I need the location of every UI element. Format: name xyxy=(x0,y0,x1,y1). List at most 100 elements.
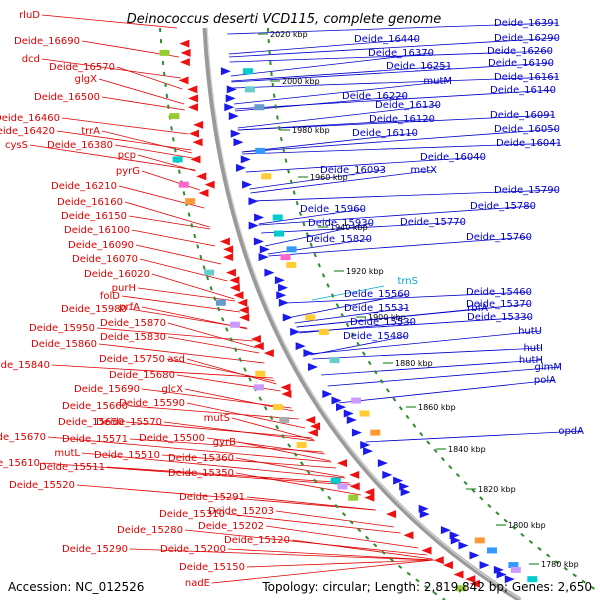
connector-deide-16440 xyxy=(228,38,419,55)
gene-label-deide-15950: Deide_15950 xyxy=(29,323,95,334)
connector-deide-15520 xyxy=(76,484,376,511)
gene-label-rbfa: rbfA xyxy=(467,303,488,314)
gene-label-deide-16130: Deide_16130 xyxy=(375,100,441,111)
gene-label-pcp: pcp xyxy=(118,150,136,161)
feature-block xyxy=(456,585,467,592)
forward-gene-arrow xyxy=(263,349,274,358)
connector-deide-16260 xyxy=(229,50,552,63)
connector-glmm xyxy=(327,366,561,387)
gene-label-deide-15480: Deide_15480 xyxy=(343,331,409,342)
reverse-gene-arrow xyxy=(504,575,515,584)
gene-label-deide-16090: Deide_16090 xyxy=(68,240,134,251)
connector-deide-15670 xyxy=(47,436,332,463)
gene-label-deide-16020: Deide_16020 xyxy=(84,269,150,280)
gene-label-pyrg: pyrG xyxy=(116,166,140,177)
gene-label-deide-15310: Deide_15310 xyxy=(159,509,225,520)
connector-deide-15120 xyxy=(291,539,433,560)
gene-label-deide-15530: Deide_15530 xyxy=(350,317,416,328)
reverse-gene-arrow xyxy=(278,298,289,307)
accession-text: Accession: NC_012526 xyxy=(8,580,145,594)
gene-label-deide-16190: Deide_16190 xyxy=(488,58,554,69)
gene-label-trra: trrA xyxy=(81,126,100,137)
gene-label-gyrb: gyrB xyxy=(213,437,236,448)
reverse-gene-arrow xyxy=(331,396,342,405)
feature-block xyxy=(255,370,266,377)
forward-gene-arrow xyxy=(250,335,261,344)
gene-label-deide-16120: Deide_16120 xyxy=(369,114,435,125)
forward-gene-arrow xyxy=(190,155,201,164)
gene-label-deide-15203: Deide_15203 xyxy=(208,506,274,517)
gene-label-pola: polA xyxy=(534,375,556,386)
forward-gene-arrow xyxy=(198,188,209,197)
gene-label-deide-15200: Deide_15200 xyxy=(160,544,226,555)
reverse-gene-arrow xyxy=(226,85,237,94)
gene-label-nade: nadE xyxy=(185,578,210,589)
inner-tick-ring xyxy=(159,27,446,600)
connector-deide-16140 xyxy=(234,89,555,110)
connector-deide-15770 xyxy=(261,221,465,234)
reverse-gene-arrow xyxy=(400,488,411,497)
feature-block xyxy=(337,483,348,490)
gene-label-deide-16440: Deide_16440 xyxy=(354,34,420,45)
connector-deide-15960 xyxy=(258,208,365,225)
tick-label-1920-kbp: 1920 kbp xyxy=(346,267,384,276)
reverse-gene-arrow xyxy=(496,570,507,579)
reverse-gene-arrow xyxy=(440,526,451,535)
gene-label-deide-15571: Deide_15571 xyxy=(62,434,128,445)
forward-gene-arrow xyxy=(178,76,189,85)
connector-deide-16093 xyxy=(249,169,385,190)
connector-deide-16041 xyxy=(242,142,561,155)
tick-label-1820-kbp: 1820 kbp xyxy=(478,485,516,494)
forward-gene-arrow xyxy=(253,342,264,351)
gene-label-deide-16251: Deide_16251 xyxy=(386,61,452,72)
connector-deide-15570 xyxy=(163,421,315,442)
gene-label-deide-16420: Deide_16420 xyxy=(0,126,55,137)
connector-deide-16251 xyxy=(231,65,451,82)
forward-gene-arrow xyxy=(239,313,250,322)
gene-label-muts: mutS xyxy=(204,413,230,424)
feature-block xyxy=(254,104,265,111)
gene-label-mutl: mutL xyxy=(54,448,80,459)
feature-block xyxy=(253,384,264,391)
connector-deide-15760 xyxy=(268,236,531,257)
connector-asd xyxy=(186,358,277,385)
feature-block xyxy=(370,429,381,436)
feature-block xyxy=(255,147,266,154)
forward-gene-arrow xyxy=(349,470,360,479)
reverse-gene-arrow xyxy=(343,409,354,418)
gene-label-dcd: dcd xyxy=(22,54,40,65)
connector-deide-16420 xyxy=(56,130,192,151)
reverse-gene-arrow xyxy=(248,197,259,206)
connector-deide-15590 xyxy=(186,402,306,429)
reverse-gene-arrow xyxy=(479,561,490,570)
gene-label-deide-15291: Deide_15291 xyxy=(179,492,245,503)
gene-label-deide-15280: Deide_15280 xyxy=(117,525,183,536)
forward-gene-arrow xyxy=(281,389,292,398)
connector-huti xyxy=(312,347,542,360)
feature-block xyxy=(172,156,183,163)
gene-label-deide-15980: Deide_15980 xyxy=(61,304,127,315)
gene-label-glgx: glgX xyxy=(75,74,97,85)
connector-deide-15790 xyxy=(252,189,559,202)
feature-block xyxy=(273,230,284,237)
connector-deide-15820 xyxy=(267,238,371,255)
reverse-gene-arrow xyxy=(240,155,251,164)
reverse-gene-arrow xyxy=(228,112,239,121)
connector-deide-15690 xyxy=(141,388,292,409)
tick-label-2020-kbp: 2020 kbp xyxy=(270,30,308,39)
feature-block xyxy=(348,494,359,501)
forward-gene-arrow xyxy=(442,561,453,570)
tick-label-1900-kbp: 1900 kbp xyxy=(368,313,406,322)
connector-deide-16070 xyxy=(139,258,228,282)
connector-deide-16161 xyxy=(232,76,559,89)
gene-label-deide-15520: Deide_15520 xyxy=(9,480,75,491)
reverse-gene-arrow xyxy=(258,253,269,262)
gene-label-deide-15570: Deide_15570 xyxy=(96,417,162,428)
reverse-gene-arrow xyxy=(242,180,253,189)
feature-block xyxy=(273,404,284,411)
gene-label-deide-15670: Deide_15670 xyxy=(0,432,46,443)
gene-label-deide-15650: Deide_15650 xyxy=(58,417,124,428)
gene-label-deide-16220: Deide_16220 xyxy=(342,91,408,102)
connector-purh xyxy=(137,287,236,302)
connector-deide-15560 xyxy=(291,293,409,318)
